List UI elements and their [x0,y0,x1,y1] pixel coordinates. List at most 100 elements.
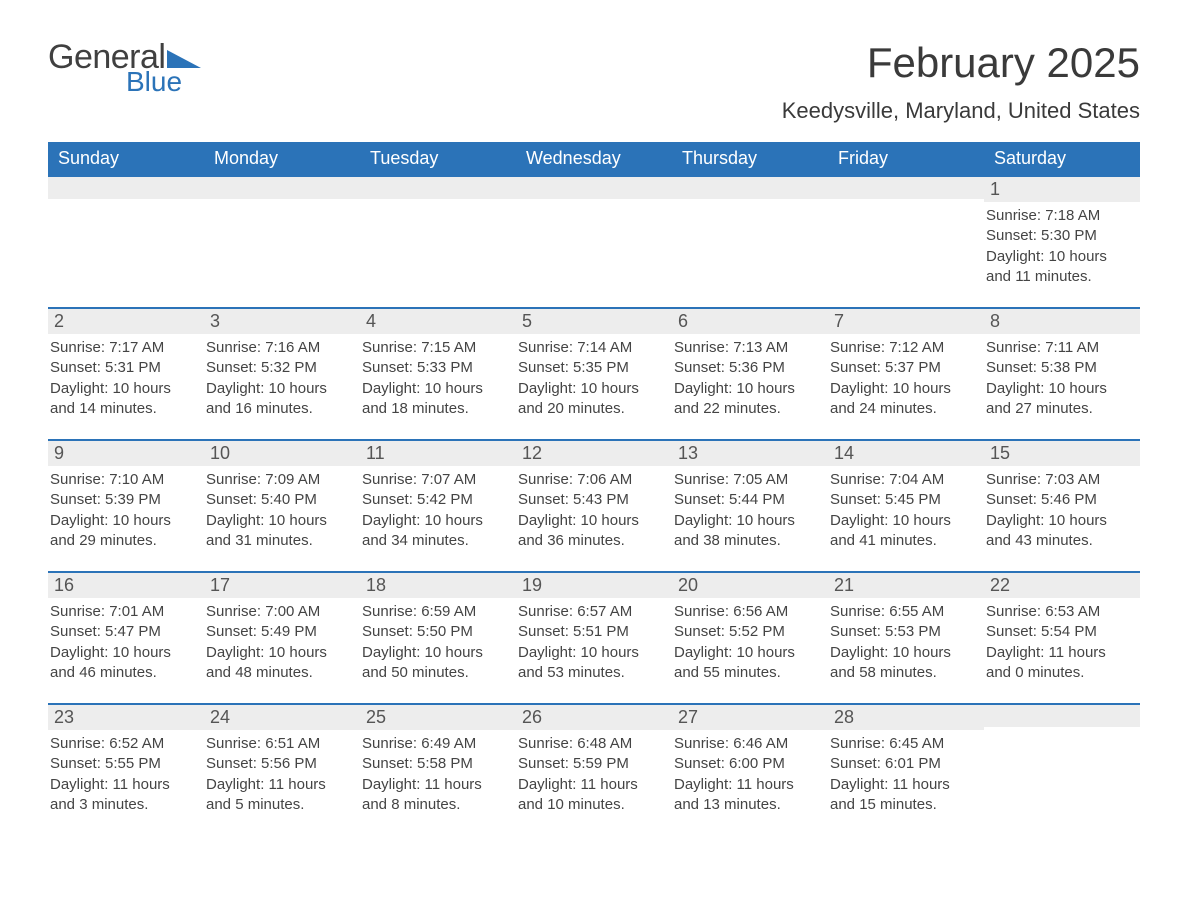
day-sunset: Sunset: 5:43 PM [518,490,666,510]
day-sunset: Sunset: 5:49 PM [206,622,354,642]
day-daylight: Daylight: 10 hours and 50 minutes. [362,643,510,684]
day-sunrise: Sunrise: 7:00 AM [206,602,354,622]
day-number [204,177,360,199]
day-sunrise: Sunrise: 7:11 AM [986,338,1134,358]
day-details: Sunrise: 6:55 AMSunset: 5:53 PMDaylight:… [828,598,984,687]
day-details: Sunrise: 7:00 AMSunset: 5:49 PMDaylight:… [204,598,360,687]
day-sunset: Sunset: 5:32 PM [206,358,354,378]
day-sunset: Sunset: 5:44 PM [674,490,822,510]
calendar-week: 16Sunrise: 7:01 AMSunset: 5:47 PMDayligh… [48,572,1140,704]
calendar-day-cell: 24Sunrise: 6:51 AMSunset: 5:56 PMDayligh… [204,704,360,836]
calendar-day-cell: 16Sunrise: 7:01 AMSunset: 5:47 PMDayligh… [48,572,204,704]
day-details: Sunrise: 7:18 AMSunset: 5:30 PMDaylight:… [984,202,1140,291]
day-details: Sunrise: 7:05 AMSunset: 5:44 PMDaylight:… [672,466,828,555]
calendar-day-cell: 19Sunrise: 6:57 AMSunset: 5:51 PMDayligh… [516,572,672,704]
day-header: Sunday [48,142,204,176]
day-details: Sunrise: 6:59 AMSunset: 5:50 PMDaylight:… [360,598,516,687]
day-number: 4 [360,309,516,334]
day-sunset: Sunset: 5:31 PM [50,358,198,378]
day-sunset: Sunset: 5:42 PM [362,490,510,510]
calendar-day-cell [516,176,672,308]
day-details [360,199,516,207]
day-details: Sunrise: 7:16 AMSunset: 5:32 PMDaylight:… [204,334,360,423]
day-sunset: Sunset: 5:50 PM [362,622,510,642]
day-daylight: Daylight: 11 hours and 5 minutes. [206,775,354,816]
day-details: Sunrise: 7:06 AMSunset: 5:43 PMDaylight:… [516,466,672,555]
day-sunrise: Sunrise: 6:46 AM [674,734,822,754]
day-sunrise: Sunrise: 7:10 AM [50,470,198,490]
day-sunset: Sunset: 5:33 PM [362,358,510,378]
day-sunrise: Sunrise: 7:17 AM [50,338,198,358]
day-details [672,199,828,207]
day-sunset: Sunset: 5:39 PM [50,490,198,510]
day-details: Sunrise: 6:51 AMSunset: 5:56 PMDaylight:… [204,730,360,819]
day-header: Thursday [672,142,828,176]
calendar-day-cell: 14Sunrise: 7:04 AMSunset: 5:45 PMDayligh… [828,440,984,572]
day-header: Tuesday [360,142,516,176]
day-sunrise: Sunrise: 7:03 AM [986,470,1134,490]
day-number: 21 [828,573,984,598]
day-header: Saturday [984,142,1140,176]
day-number [516,177,672,199]
day-header: Wednesday [516,142,672,176]
day-sunset: Sunset: 5:36 PM [674,358,822,378]
logo: General Blue [48,40,201,96]
day-details: Sunrise: 7:13 AMSunset: 5:36 PMDaylight:… [672,334,828,423]
day-number: 11 [360,441,516,466]
calendar-week: 23 Sunrise: 6:52 AMSunset: 5:55 PM Dayligh… [48,704,1140,836]
day-sunrise: Sunrise: 6:52 AM [50,734,198,754]
calendar-week: 2Sunrise: 7:17 AMSunset: 5:31 PMDaylight… [48,308,1140,440]
day-sunset: Sunset: 5:55 PM [50,754,198,774]
day-number: 20 [672,573,828,598]
day-number: 16 [48,573,204,598]
day-daylight: Daylight: 11 hours and 0 minutes. [986,643,1134,684]
day-sunrise: Sunrise: 7:05 AM [674,470,822,490]
calendar-day-cell: 28Sunrise: 6:45 AMSunset: 6:01 PMDayligh… [828,704,984,836]
day-sunset: Sunset: 5:53 PM [830,622,978,642]
calendar-day-cell: 4Sunrise: 7:15 AMSunset: 5:33 PMDaylight… [360,308,516,440]
calendar-day-cell: 12Sunrise: 7:06 AMSunset: 5:43 PMDayligh… [516,440,672,572]
day-sunrise: Sunrise: 6:59 AM [362,602,510,622]
day-daylight: Daylight: 11 hours and 15 minutes. [830,775,978,816]
calendar-day-cell: 25Sunrise: 6:49 AMSunset: 5:58 PMDayligh… [360,704,516,836]
calendar-week: 1Sunrise: 7:18 AMSunset: 5:30 PMDaylight… [48,176,1140,308]
day-daylight: Daylight: 11 hours and 10 minutes. [518,775,666,816]
calendar-day-cell: 1Sunrise: 7:18 AMSunset: 5:30 PMDaylight… [984,176,1140,308]
calendar-day-cell: 22Sunrise: 6:53 AMSunset: 5:54 PMDayligh… [984,572,1140,704]
day-sunrise: Sunrise: 7:09 AM [206,470,354,490]
day-sunrise: Sunrise: 7:16 AM [206,338,354,358]
calendar-table: SundayMondayTuesdayWednesdayThursdayFrid… [48,142,1140,836]
day-number: 27 [672,705,828,730]
calendar-day-cell: 6Sunrise: 7:13 AMSunset: 5:36 PMDaylight… [672,308,828,440]
calendar-day-cell [672,176,828,308]
day-sunrise: Sunrise: 6:48 AM [518,734,666,754]
day-daylight: Daylight: 10 hours and 27 minutes. [986,379,1134,420]
day-sunrise: Sunrise: 7:12 AM [830,338,978,358]
day-number: 18 [360,573,516,598]
day-daylight: Daylight: 10 hours and 48 minutes. [206,643,354,684]
calendar-day-cell [984,704,1140,836]
day-details: Sunrise: 6:56 AMSunset: 5:52 PMDaylight:… [672,598,828,687]
day-number: 28 [828,705,984,730]
calendar-day-cell: 5Sunrise: 7:14 AMSunset: 5:35 PMDaylight… [516,308,672,440]
day-sunset: Sunset: 6:01 PM [830,754,978,774]
day-sunset: Sunset: 5:45 PM [830,490,978,510]
day-number [984,705,1140,727]
day-number: 26 [516,705,672,730]
calendar-day-cell: 8Sunrise: 7:11 AMSunset: 5:38 PMDaylight… [984,308,1140,440]
calendar-day-cell: 9Sunrise: 7:10 AMSunset: 5:39 PMDaylight… [48,440,204,572]
day-sunrise: Sunrise: 7:07 AM [362,470,510,490]
day-daylight: Daylight: 10 hours and 58 minutes. [830,643,978,684]
day-sunrise: Sunrise: 7:01 AM [50,602,198,622]
day-number: 23 [48,705,204,730]
day-details: Sunrise: 6:48 AMSunset: 5:59 PMDaylight:… [516,730,672,819]
day-daylight: Daylight: 10 hours and 36 minutes. [518,511,666,552]
day-details: Sunrise: 6:53 AMSunset: 5:54 PMDaylight:… [984,598,1140,687]
day-number: 9 [48,441,204,466]
day-number: 8 [984,309,1140,334]
day-sunrise: Sunrise: 6:55 AM [830,602,978,622]
calendar-day-cell: 3Sunrise: 7:16 AMSunset: 5:32 PMDaylight… [204,308,360,440]
day-details: Sunrise: 7:17 AMSunset: 5:31 PMDaylight:… [48,334,204,423]
day-details [828,199,984,207]
day-sunrise: Sunrise: 6:53 AM [986,602,1134,622]
